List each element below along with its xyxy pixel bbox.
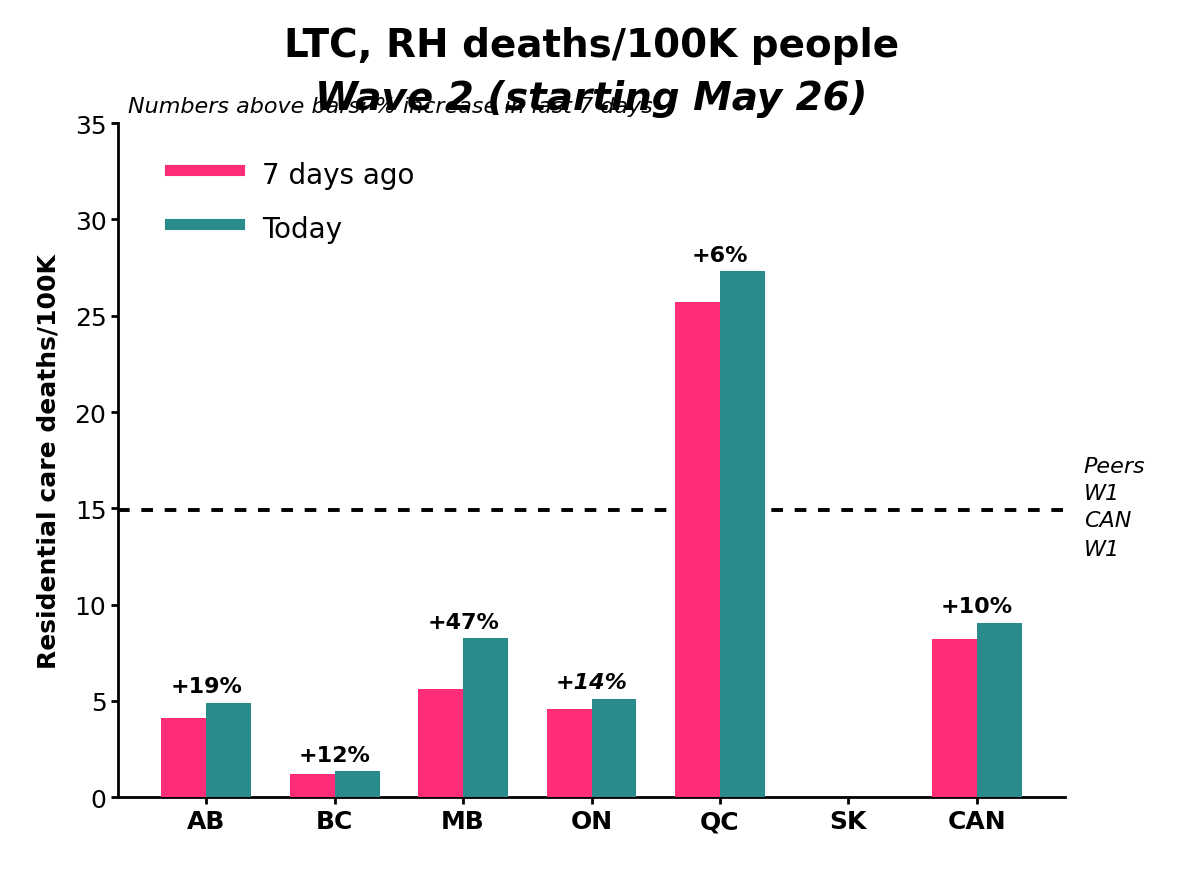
Text: +47%: +47% (427, 612, 499, 632)
Bar (977, 623, 1022, 797)
Text: LTC, RH deaths/100K people: LTC, RH deaths/100K people (284, 27, 899, 65)
Bar (335, 772, 380, 797)
Y-axis label: Residential care deaths/100K: Residential care deaths/100K (37, 253, 60, 668)
Bar (675, 303, 720, 797)
Text: W1: W1 (1084, 484, 1120, 504)
Text: +10%: +10% (940, 596, 1013, 617)
Text: W1: W1 (1084, 540, 1120, 560)
Text: Wave 2 (starting May 26): Wave 2 (starting May 26) (316, 80, 867, 118)
Bar (720, 272, 765, 797)
Text: CAN: CAN (1084, 511, 1131, 531)
Legend: 7 days ago, Today: 7 days ago, Today (170, 158, 414, 245)
Text: Numbers above bars: % increase in last 7 days: Numbers above bars: % increase in last 7… (128, 97, 653, 117)
Bar (592, 699, 636, 797)
Bar (418, 689, 463, 797)
Text: +19%: +19% (170, 676, 243, 696)
Text: +14%: +14% (556, 672, 627, 693)
Bar (463, 639, 508, 797)
Bar (290, 774, 335, 797)
Text: +12%: +12% (299, 745, 370, 765)
Bar (547, 709, 592, 797)
Bar (161, 719, 206, 797)
Text: Peers: Peers (1084, 457, 1145, 477)
Bar (206, 703, 251, 797)
Text: +6%: +6% (692, 245, 748, 266)
Bar (932, 640, 977, 797)
